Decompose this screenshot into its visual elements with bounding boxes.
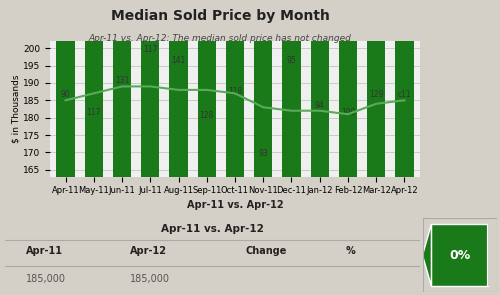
Text: 118: 118 [228,87,242,96]
Text: Apr-11 vs. Apr-12: The median sold price has not changed: Apr-11 vs. Apr-12: The median sold price… [88,34,352,43]
Text: %: % [346,246,355,256]
Text: 90: 90 [60,90,70,99]
Text: Apr-11 vs. Apr-12: Apr-11 vs. Apr-12 [161,224,264,234]
Bar [226,0,244,177]
Text: 95: 95 [286,55,296,65]
Text: 117: 117 [86,108,101,117]
Text: 93: 93 [258,149,268,158]
Text: 185,000: 185,000 [130,274,170,283]
Bar [84,0,103,177]
Text: 128: 128 [200,111,214,120]
Polygon shape [488,224,496,286]
Text: Median Sold Price by Month: Median Sold Price by Month [110,9,330,23]
Text: 141: 141 [172,55,185,65]
Text: Change: Change [246,246,287,256]
Bar [198,0,216,177]
Bar [170,0,188,177]
Bar [310,0,329,177]
X-axis label: Apr-11 vs. Apr-12: Apr-11 vs. Apr-12 [186,199,284,209]
Text: Apr-12: Apr-12 [130,246,166,256]
Text: 100: 100 [340,108,355,117]
Text: Apr-11: Apr-11 [26,246,63,256]
FancyBboxPatch shape [432,224,488,286]
Polygon shape [422,224,432,286]
Text: c11: c11 [398,90,411,99]
Text: 94: 94 [315,101,324,110]
Text: 131: 131 [115,76,129,85]
Bar [339,0,357,177]
Text: 185,000: 185,000 [26,274,66,283]
Bar [254,0,272,177]
Bar [396,0,413,177]
Bar [282,0,300,177]
Bar [113,0,131,177]
Polygon shape [488,224,496,286]
Y-axis label: $ in Thousands: $ in Thousands [11,75,20,143]
Text: 0%: 0% [449,249,470,262]
Polygon shape [422,224,432,286]
Text: 129: 129 [369,90,384,99]
Bar [141,0,160,177]
Bar [56,0,74,177]
Bar [367,0,386,177]
Text: 117: 117 [143,45,158,54]
